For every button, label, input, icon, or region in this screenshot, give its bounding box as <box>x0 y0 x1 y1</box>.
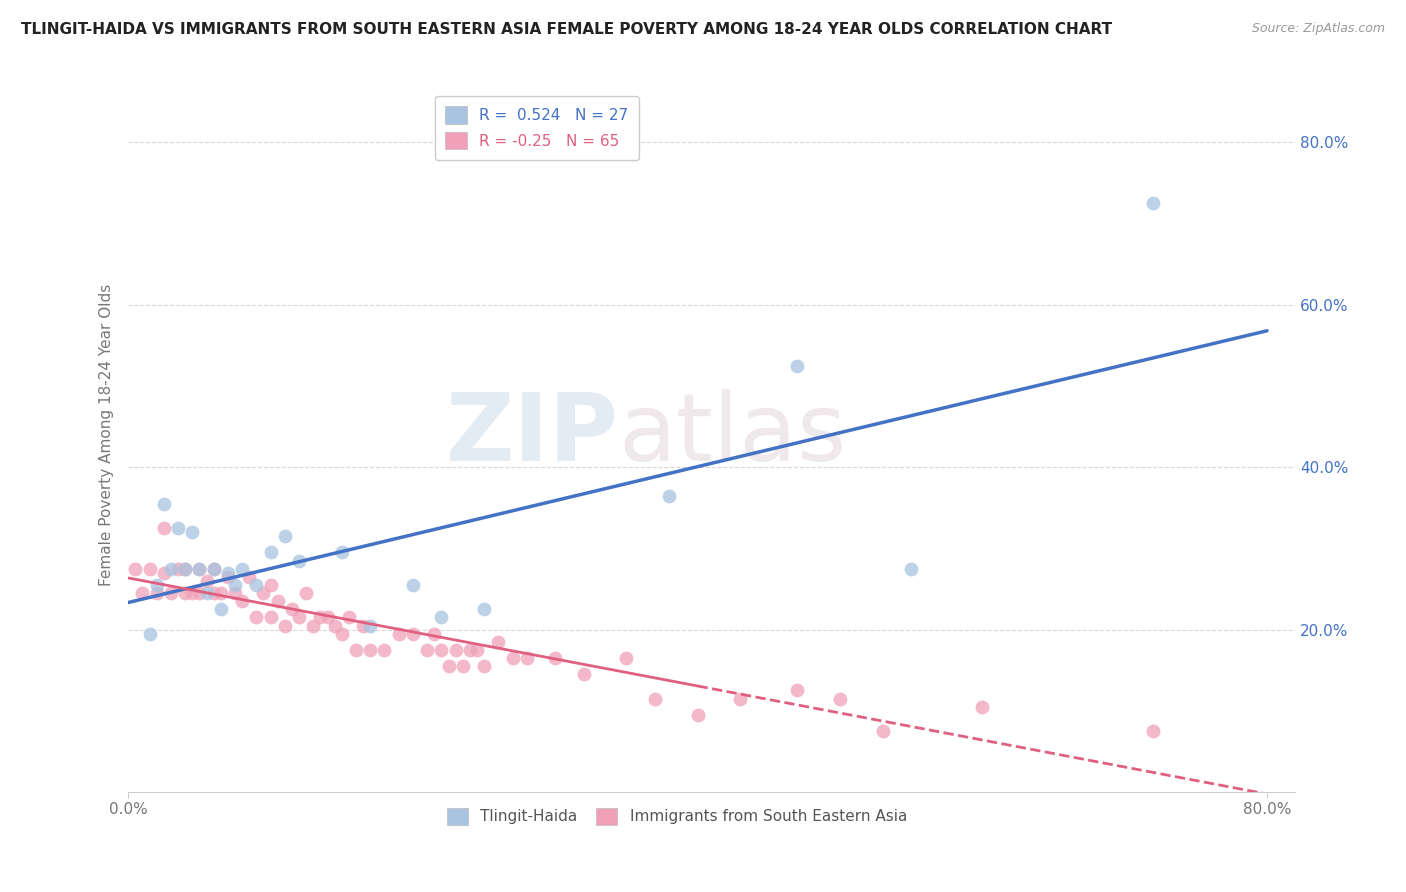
Point <box>472 659 495 673</box>
Point <box>323 618 346 632</box>
Text: Source: ZipAtlas.com: Source: ZipAtlas.com <box>1251 22 1385 36</box>
Point <box>259 545 281 559</box>
Point <box>160 586 183 600</box>
Point <box>153 497 176 511</box>
Point <box>373 643 395 657</box>
Point <box>572 667 595 681</box>
Point <box>352 618 374 632</box>
Point <box>430 610 453 624</box>
Point <box>281 602 304 616</box>
Point <box>231 594 253 608</box>
Point <box>245 610 267 624</box>
Point <box>259 578 281 592</box>
Point <box>288 553 311 567</box>
Point <box>202 562 225 576</box>
Point <box>330 626 353 640</box>
Y-axis label: Female Poverty Among 18-24 Year Olds: Female Poverty Among 18-24 Year Olds <box>100 284 114 586</box>
Point <box>828 691 851 706</box>
Point <box>188 562 211 576</box>
Point <box>252 586 274 600</box>
Point <box>337 610 360 624</box>
Point <box>274 618 297 632</box>
Point <box>616 651 638 665</box>
Point <box>330 545 353 559</box>
Point <box>644 691 666 706</box>
Point <box>245 578 267 592</box>
Point <box>259 610 281 624</box>
Point <box>486 634 509 648</box>
Point <box>195 586 218 600</box>
Point <box>274 529 297 543</box>
Text: ZIP: ZIP <box>446 389 619 481</box>
Point <box>302 618 325 632</box>
Point <box>131 586 153 600</box>
Point <box>145 586 167 600</box>
Point <box>451 659 474 673</box>
Point <box>972 699 994 714</box>
Point <box>430 643 453 657</box>
Point <box>138 562 160 576</box>
Point <box>544 651 567 665</box>
Point <box>209 586 232 600</box>
Point <box>267 594 290 608</box>
Point <box>224 586 246 600</box>
Point <box>516 651 538 665</box>
Point <box>316 610 339 624</box>
Point <box>124 562 146 576</box>
Point <box>423 626 446 640</box>
Point <box>437 659 460 673</box>
Point <box>167 562 190 576</box>
Point <box>188 586 211 600</box>
Point <box>174 562 197 576</box>
Text: TLINGIT-HAIDA VS IMMIGRANTS FROM SOUTH EASTERN ASIA FEMALE POVERTY AMONG 18-24 Y: TLINGIT-HAIDA VS IMMIGRANTS FROM SOUTH E… <box>21 22 1112 37</box>
Point <box>872 724 894 739</box>
Point <box>344 643 367 657</box>
Point <box>900 562 922 576</box>
Point <box>444 643 467 657</box>
Text: atlas: atlas <box>619 389 846 481</box>
Point <box>217 570 239 584</box>
Point <box>786 359 808 373</box>
Point <box>416 643 439 657</box>
Point <box>153 566 176 580</box>
Point <box>153 521 176 535</box>
Point <box>174 586 197 600</box>
Point <box>167 521 190 535</box>
Point <box>309 610 332 624</box>
Point <box>138 626 160 640</box>
Point <box>202 562 225 576</box>
Point <box>160 562 183 576</box>
Point <box>458 643 481 657</box>
Point <box>465 643 488 657</box>
Point <box>181 525 204 540</box>
Point <box>231 562 253 576</box>
Point <box>1142 724 1164 739</box>
Point <box>209 602 232 616</box>
Point <box>402 578 425 592</box>
Point <box>658 489 681 503</box>
Point <box>502 651 524 665</box>
Point <box>188 562 211 576</box>
Point <box>174 562 197 576</box>
Point <box>195 574 218 588</box>
Point <box>288 610 311 624</box>
Point <box>1142 196 1164 211</box>
Point <box>786 683 808 698</box>
Point <box>730 691 752 706</box>
Point <box>686 707 709 722</box>
Legend: Tlingit-Haida, Immigrants from South Eastern Asia: Tlingit-Haida, Immigrants from South Eas… <box>437 798 917 834</box>
Point <box>202 586 225 600</box>
Point <box>388 626 411 640</box>
Point <box>295 586 318 600</box>
Point <box>145 578 167 592</box>
Point <box>238 570 260 584</box>
Point <box>402 626 425 640</box>
Point <box>217 566 239 580</box>
Point <box>359 643 381 657</box>
Point <box>472 602 495 616</box>
Point <box>181 586 204 600</box>
Point <box>359 618 381 632</box>
Point <box>224 578 246 592</box>
